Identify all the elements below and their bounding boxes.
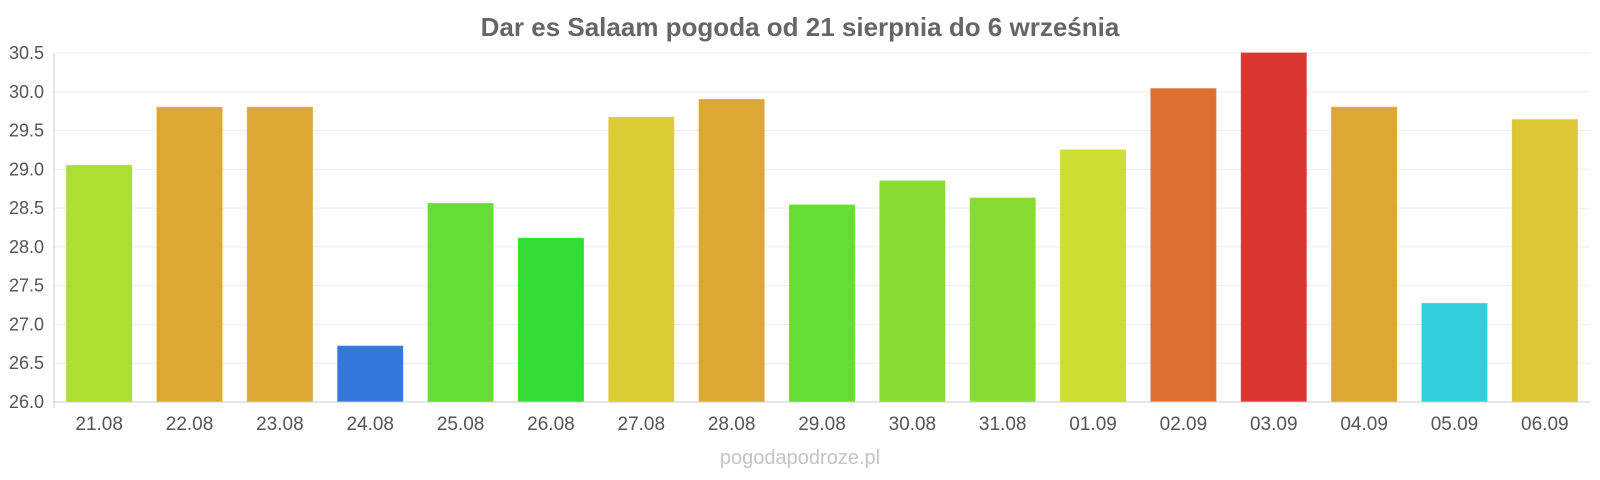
x-tick-label: 01.09 bbox=[1069, 414, 1117, 435]
y-tick-label: 26.0 bbox=[9, 392, 44, 412]
x-tick-label: 31.08 bbox=[979, 414, 1027, 435]
chart-title: Dar es Salaam pogoda od 21 sierpnia do 6… bbox=[481, 12, 1120, 42]
y-tick-label: 28.5 bbox=[9, 198, 44, 218]
bars bbox=[66, 52, 1578, 403]
x-axis-ticks: 21.08 22.08 23.08 24.08 25.08 26.08 27.08 28.08… bbox=[75, 414, 1568, 435]
bar-03.09 bbox=[1240, 52, 1307, 403]
bar-27.08 bbox=[608, 116, 675, 403]
bar-05.09 bbox=[1421, 303, 1488, 403]
bar-24.08 bbox=[337, 345, 404, 403]
x-tick-label: 23.08 bbox=[256, 414, 304, 435]
x-tick-label: 04.09 bbox=[1340, 414, 1388, 435]
bar-25.08 bbox=[427, 202, 494, 403]
y-tick-label: 26.5 bbox=[9, 353, 44, 373]
x-tick-label: 02.09 bbox=[1160, 414, 1208, 435]
bar-21.08 bbox=[66, 164, 133, 403]
bar-26.08 bbox=[517, 237, 584, 403]
x-tick-label: 21.08 bbox=[75, 414, 123, 435]
bar-06.09 bbox=[1511, 119, 1578, 403]
bar-22.08 bbox=[156, 106, 223, 403]
bar-30.08 bbox=[879, 180, 946, 403]
x-tick-label: 28.08 bbox=[708, 414, 756, 435]
y-axis-ticks: 26.0 26.5 27.0 27.5 28.0 28.5 29.0 29.5 30.0 30.5 bbox=[9, 43, 44, 412]
x-tick-label: 24.08 bbox=[346, 414, 394, 435]
y-tick-label: 28.0 bbox=[9, 237, 44, 257]
y-tick-label: 29.5 bbox=[9, 121, 44, 141]
x-tick-label: 05.09 bbox=[1431, 414, 1479, 435]
bar-04.09 bbox=[1331, 106, 1398, 403]
watermark: pogodapodroze.pl bbox=[720, 447, 880, 469]
x-tick-label: 26.08 bbox=[527, 414, 575, 435]
bar-02.09 bbox=[1150, 88, 1217, 403]
bar-01.09 bbox=[1060, 149, 1127, 403]
y-tick-label: 30.5 bbox=[9, 43, 44, 63]
bar-31.08 bbox=[969, 197, 1036, 403]
x-tick-label: 30.08 bbox=[889, 414, 937, 435]
bar-28.08 bbox=[698, 99, 765, 403]
y-tick-label: 27.5 bbox=[9, 276, 44, 296]
x-tick-label: 03.09 bbox=[1250, 414, 1298, 435]
x-tick-label: 27.08 bbox=[618, 414, 666, 435]
bar-23.08 bbox=[246, 106, 313, 403]
x-tick-label: 06.09 bbox=[1521, 414, 1569, 435]
x-tick-label: 25.08 bbox=[437, 414, 485, 435]
y-tick-label: 27.0 bbox=[9, 314, 44, 334]
y-tick-label: 30.0 bbox=[9, 82, 44, 102]
x-tick-label: 29.08 bbox=[798, 414, 846, 435]
bar-29.08 bbox=[788, 204, 856, 403]
y-tick-label: 29.0 bbox=[9, 159, 44, 179]
x-tick-label: 22.08 bbox=[166, 414, 214, 435]
